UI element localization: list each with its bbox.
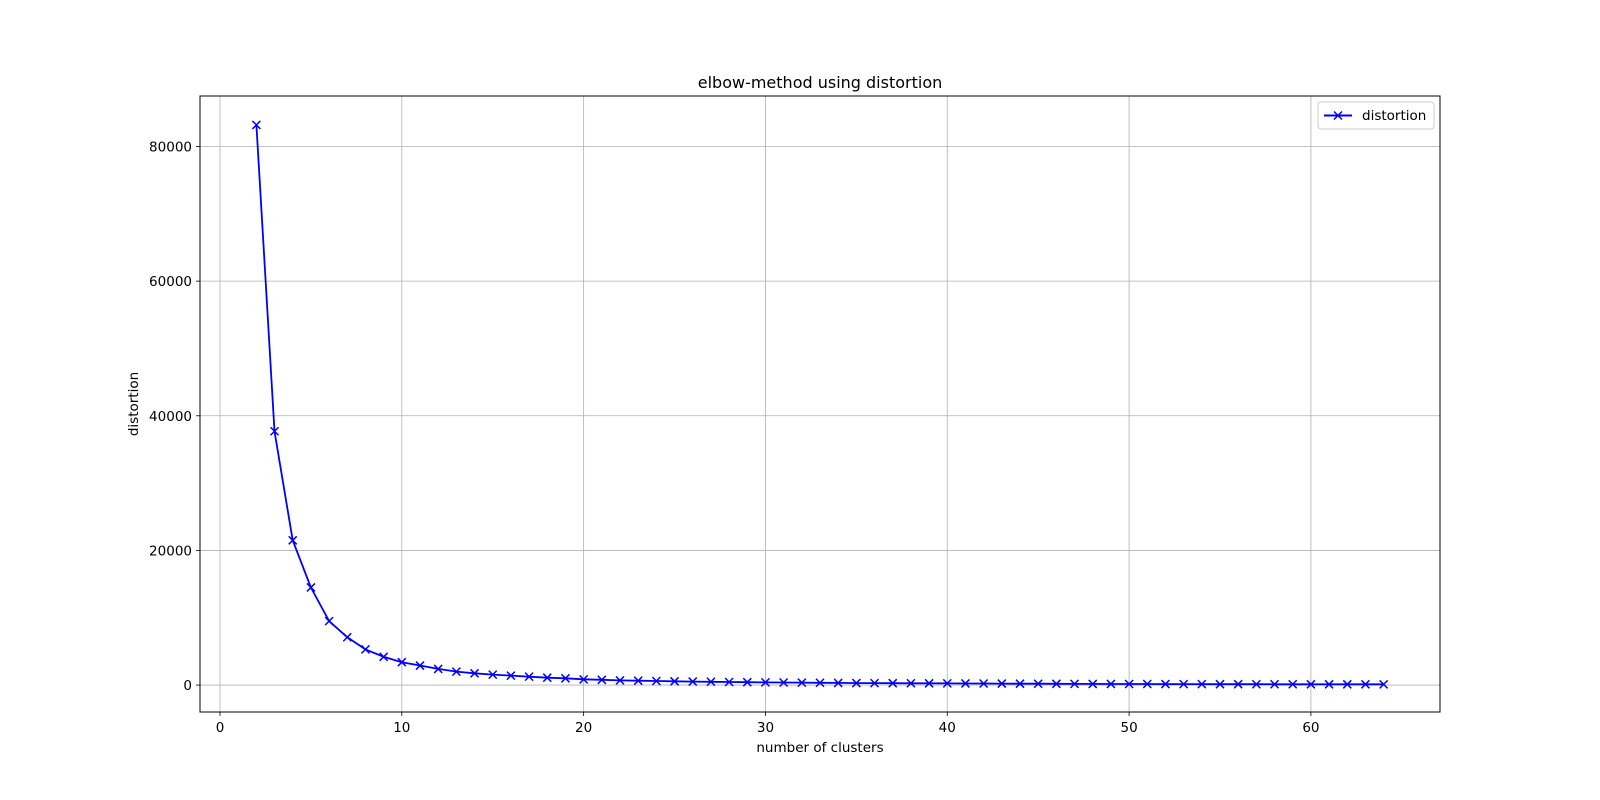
- data-point-marker: [1015, 679, 1025, 689]
- data-point-marker: [706, 677, 716, 687]
- data-point-marker: [324, 616, 334, 626]
- data-point-marker: [488, 670, 498, 680]
- data-point-marker: [542, 673, 552, 683]
- x-tick-label: 10: [393, 720, 410, 736]
- y-tick-label: 80000: [149, 139, 192, 155]
- y-tick-label: 60000: [149, 274, 192, 290]
- data-point-marker: [397, 657, 407, 667]
- data-point-marker: [1288, 679, 1298, 689]
- data-point-marker: [1179, 679, 1189, 689]
- x-tick-label: 20: [575, 720, 592, 736]
- data-point-marker: [651, 676, 661, 686]
- data-point-marker: [1070, 679, 1080, 689]
- data-point-marker: [433, 664, 443, 674]
- legend: distortion: [1317, 101, 1435, 130]
- chart-title: elbow-method using distortion: [698, 73, 943, 92]
- data-point-marker: [1233, 679, 1243, 689]
- data-point-marker: [1342, 679, 1352, 689]
- legend-x-marker-icon: [1333, 110, 1343, 121]
- data-point-marker: [1142, 679, 1152, 689]
- data-point-marker: [906, 678, 916, 688]
- data-point-marker: [451, 667, 461, 677]
- data-point-marker: [742, 677, 752, 687]
- legend-label: distortion: [1362, 108, 1426, 124]
- x-tick-label: 40: [939, 720, 956, 736]
- data-point-marker: [560, 673, 570, 683]
- data-point-marker: [1160, 679, 1170, 689]
- data-point-marker: [379, 652, 389, 662]
- data-point-marker: [506, 671, 516, 681]
- data-point-marker: [1197, 679, 1207, 689]
- data-point-marker: [888, 678, 898, 688]
- data-point-marker: [924, 678, 934, 688]
- data-point-marker: [470, 668, 480, 678]
- data-point-marker: [1306, 679, 1316, 689]
- data-point-marker: [1106, 679, 1116, 689]
- x-tick-label: 30: [757, 720, 774, 736]
- data-point-marker: [615, 675, 625, 685]
- data-point-marker: [1251, 679, 1261, 689]
- data-point-marker: [342, 632, 352, 642]
- grid-lines: [200, 96, 1440, 712]
- data-point-marker: [760, 677, 770, 687]
- axis-ticks: 0 10 20 30 40 50 60 0 20000 40000 60000 80000: [149, 139, 1319, 736]
- data-point-marker: [288, 535, 298, 545]
- data-point-marker: [1270, 679, 1280, 689]
- data-point-marker: [360, 644, 370, 654]
- x-tick-label: 50: [1120, 720, 1137, 736]
- data-point-marker: [851, 678, 861, 688]
- x-tick-label: 60: [1302, 720, 1319, 736]
- data-point-marker: [870, 678, 880, 688]
- data-point-marker: [979, 678, 989, 689]
- data-point-marker: [579, 674, 589, 684]
- data-point-marker: [524, 672, 534, 682]
- data-point-marker: [779, 677, 789, 688]
- data-point-marker: [797, 678, 807, 688]
- data-point-marker: [815, 678, 825, 688]
- data-point-marker: [960, 678, 970, 688]
- data-point-marker: [1033, 679, 1043, 689]
- data-point-marker: [306, 582, 316, 592]
- plot-frame: [199, 95, 1441, 713]
- data-point-marker: [724, 677, 734, 687]
- data-point-marker: [1379, 679, 1389, 689]
- data-point-marker: [1360, 679, 1370, 689]
- data-point-marker: [997, 679, 1007, 689]
- data-point-marker: [1324, 679, 1334, 689]
- data-point-marker: [833, 678, 843, 688]
- data-point-marker: [670, 676, 680, 686]
- data-point-marker: [1215, 679, 1225, 689]
- x-tick-label: 0: [216, 720, 225, 736]
- data-point-marker: [270, 426, 280, 436]
- data-point-marker: [1088, 679, 1098, 689]
- data-point-marker: [1051, 679, 1061, 689]
- data-point-marker: [415, 661, 425, 671]
- legend-frame: [1317, 101, 1435, 130]
- data-point-marker: [597, 675, 607, 685]
- data-point-marker: [251, 120, 261, 130]
- series-layer: [251, 120, 1389, 689]
- y-tick-label: 0: [183, 678, 192, 694]
- y-tick-label: 20000: [149, 543, 192, 559]
- data-point-marker: [688, 677, 698, 687]
- y-tick-label: 40000: [149, 409, 192, 425]
- x-axis-label: number of clusters: [756, 740, 883, 756]
- data-point-marker: [1124, 679, 1134, 689]
- data-point-marker: [633, 676, 643, 686]
- y-axis-label: distortion: [126, 372, 142, 436]
- data-point-marker: [942, 678, 952, 688]
